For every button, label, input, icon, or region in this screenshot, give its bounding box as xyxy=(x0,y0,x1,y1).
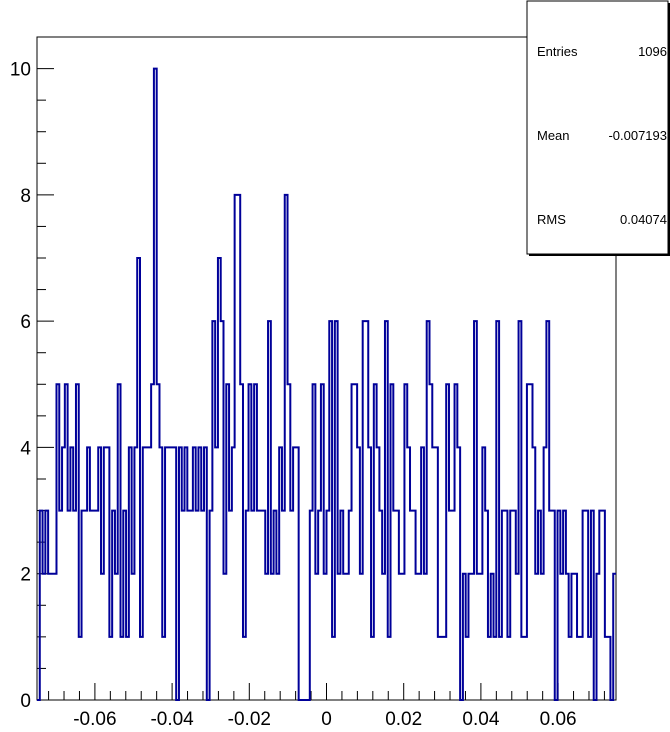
stats-box: Entries 1096 Mean -0.007193 RMS 0.04074 xyxy=(526,0,670,256)
y-tick-label: 10 xyxy=(10,60,31,81)
y-tick-label: 0 xyxy=(20,691,31,712)
stats-entries-value: 1096 xyxy=(638,44,667,59)
stats-mean-value: -0.007193 xyxy=(608,128,667,143)
y-axis: 0 2 4 6 8 10 xyxy=(10,36,54,712)
y-tick-label: 2 xyxy=(20,565,31,586)
x-tick-label: 0.06 xyxy=(540,709,577,730)
stats-box-background xyxy=(526,0,669,255)
x-tick-label: -0.04 xyxy=(150,709,194,730)
x-tick-label: 0 xyxy=(321,709,332,730)
stats-rms-value: 0.04074 xyxy=(620,212,667,227)
stats-rms-label: RMS xyxy=(537,212,566,227)
stats-entries-label: Entries xyxy=(537,44,578,59)
x-axis: -0.06 -0.04 -0.02 0 0.02 0.04 0.06 xyxy=(48,683,605,730)
x-tick-label: 0.02 xyxy=(385,709,422,730)
histogram-outline xyxy=(37,67,616,701)
x-tick-label: -0.06 xyxy=(73,709,116,730)
stats-mean-label: Mean xyxy=(537,128,570,143)
y-tick-label: 6 xyxy=(20,312,31,333)
y-tick-label: 4 xyxy=(20,438,31,459)
x-tick-label: 0.04 xyxy=(462,709,499,730)
x-tick-label: -0.02 xyxy=(228,709,271,730)
y-tick-label: 8 xyxy=(20,186,31,207)
